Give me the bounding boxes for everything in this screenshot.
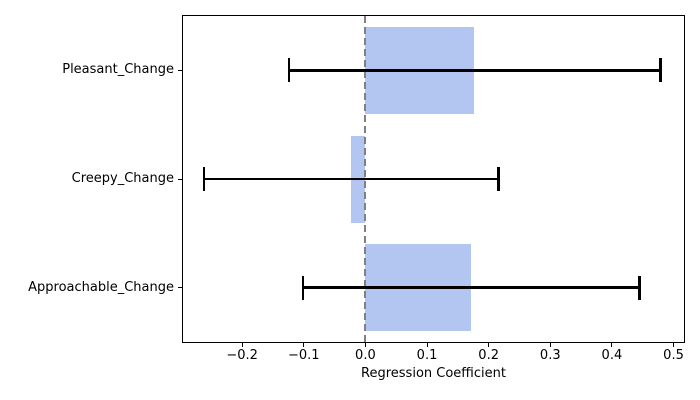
x-tick-0 (241, 343, 243, 347)
plot-area (182, 15, 685, 343)
error-cap-high-approachable-change (638, 275, 641, 300)
y-tick-pleasant-change (178, 69, 182, 71)
y-tick-label-creepy-change: Creepy_Change (71, 171, 174, 186)
x-tick-label-1: −0.1 (287, 348, 320, 363)
error-cap-low-creepy-change (202, 167, 206, 191)
x-tick-3 (426, 343, 428, 347)
y-tick-approachable-change (178, 287, 182, 289)
x-tick-label-2: 0.0 (355, 348, 376, 363)
x-tick-6 (611, 343, 613, 347)
x-tick-label-4: 0.2 (478, 348, 499, 363)
plot-inner (183, 16, 684, 342)
x-tick-2 (364, 343, 366, 347)
error-bar-approachable-change (303, 286, 640, 289)
error-cap-high-creepy-change (497, 167, 500, 191)
error-bar-creepy-change (203, 177, 499, 181)
x-tick-7 (673, 343, 675, 347)
x-tick-label-0: −0.2 (226, 348, 258, 363)
error-cap-high-pleasant-change (659, 58, 662, 83)
x-tick-label-5: 0.3 (539, 348, 561, 363)
y-tick-creepy-change (178, 178, 182, 180)
x-tick-label-3: 0.1 (416, 348, 438, 363)
error-cap-low-approachable-change (301, 275, 305, 300)
error-bar-pleasant-change (288, 69, 661, 72)
x-axis-title: Regression Coefficient (361, 366, 506, 381)
y-tick-label-approachable-change: Approachable_Change (28, 279, 174, 295)
error-cap-low-pleasant-change (287, 58, 291, 83)
y-tick-label-pleasant-change: Pleasant_Change (62, 62, 174, 78)
x-tick-label-6: 0.4 (601, 348, 623, 363)
x-tick-label-7: 0.5 (663, 348, 684, 363)
x-tick-5 (549, 343, 551, 347)
x-tick-4 (488, 343, 490, 347)
x-tick-1 (303, 343, 305, 347)
